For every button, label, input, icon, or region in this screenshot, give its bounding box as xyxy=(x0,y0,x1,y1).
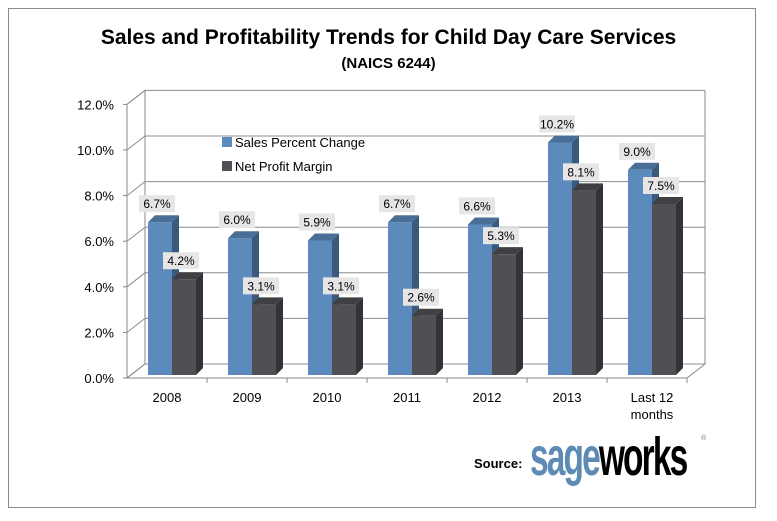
bar-net-profit-front xyxy=(412,315,436,375)
data-label-box xyxy=(539,115,575,133)
bar-side xyxy=(196,272,203,375)
x-tick-label: 2008 xyxy=(153,390,182,405)
chart-title: Sales and Profitability Trends for Child… xyxy=(100,26,677,49)
data-label-box xyxy=(643,177,679,194)
legend-swatch xyxy=(222,137,232,147)
data-label-box xyxy=(299,213,335,231)
data-label-box xyxy=(403,288,439,306)
bar-top xyxy=(228,231,259,239)
y-tick-label: 10.0% xyxy=(77,143,114,158)
bar-sales-front xyxy=(228,238,252,375)
data-label: 4.2% xyxy=(167,254,195,268)
bar-top xyxy=(172,272,203,280)
bar-net-profit-front xyxy=(252,304,276,375)
data-label: 2.6% xyxy=(407,291,435,305)
data-label: 6.0% xyxy=(223,213,251,227)
data-label-box xyxy=(323,277,359,295)
legend-label: Net Profit Margin xyxy=(235,159,333,174)
data-label-box xyxy=(139,195,175,213)
bar-top xyxy=(332,297,363,305)
data-label-box xyxy=(379,195,415,213)
gridline xyxy=(126,135,705,151)
data-label-box xyxy=(219,211,255,229)
x-tick-label: 2013 xyxy=(553,390,582,405)
sageworks-logo: sageworks xyxy=(530,427,688,487)
bar-sales-front xyxy=(548,142,572,375)
bar-net-profit-front xyxy=(172,279,196,375)
bar-sales-front xyxy=(468,224,492,375)
bar-net-profit-front xyxy=(492,254,516,375)
x-tick-label: 2010 xyxy=(313,390,342,405)
bar-side xyxy=(676,197,683,375)
data-label-box xyxy=(243,277,279,295)
bar-top xyxy=(548,135,579,143)
x-tick-label: 2012 xyxy=(473,390,502,405)
x-tick-label: 2011 xyxy=(393,390,421,405)
chart-frame xyxy=(8,8,756,508)
y-tick-label: 2.0% xyxy=(84,325,114,340)
bar-sales-front xyxy=(148,222,172,375)
gridline xyxy=(126,181,705,196)
bar-sales-front xyxy=(308,240,332,375)
bar-top xyxy=(308,233,339,241)
y-tick-label: 8.0% xyxy=(84,189,114,204)
data-label: 7.5% xyxy=(647,179,675,193)
bar-side xyxy=(436,308,443,375)
data-label: 6.6% xyxy=(463,200,491,214)
bar-side xyxy=(596,183,603,375)
bar-net-profit-front xyxy=(572,190,596,375)
y-tick-label: 6.0% xyxy=(84,234,114,249)
data-label: 6.7% xyxy=(143,197,171,211)
x-tick-label: 2009 xyxy=(233,390,262,405)
legend-swatch xyxy=(222,161,232,171)
y-tick-label: 12.0% xyxy=(77,97,114,112)
data-label: 5.9% xyxy=(303,215,331,229)
bar-top xyxy=(652,197,683,204)
data-label-box xyxy=(163,252,199,270)
bar-top xyxy=(572,183,603,191)
data-label-box xyxy=(563,163,599,181)
data-label: 3.1% xyxy=(247,279,275,293)
data-label-box xyxy=(459,197,495,215)
legend-label: Sales Percent Change xyxy=(235,135,365,150)
y-tick-label: 4.0% xyxy=(84,280,114,295)
bar-net-profit-front xyxy=(332,304,356,375)
bar-net-profit-front xyxy=(652,204,676,375)
bar-side xyxy=(356,297,363,375)
data-label: 8.1% xyxy=(567,165,595,179)
registered-mark: ® xyxy=(701,435,707,442)
data-label: 6.7% xyxy=(383,197,411,211)
bar-side xyxy=(516,247,523,375)
chart-subtitle: (NAICS 6244) xyxy=(341,55,436,72)
bar-top xyxy=(468,217,499,225)
data-label-box xyxy=(619,142,655,160)
y-tick-label: 0.0% xyxy=(84,371,114,386)
bar-top xyxy=(388,215,419,223)
x-tick-label-cont: months xyxy=(631,407,674,422)
bar-top xyxy=(628,162,659,170)
bar-top xyxy=(412,308,443,316)
data-label: 10.2% xyxy=(540,117,574,131)
data-label-box xyxy=(483,227,519,245)
data-label: 5.3% xyxy=(487,229,515,243)
bar-top xyxy=(252,297,283,305)
bar-sales-front xyxy=(628,169,652,375)
bar-side xyxy=(276,297,283,375)
data-label: 3.1% xyxy=(327,279,355,293)
bar-top xyxy=(492,247,523,255)
gridline xyxy=(126,89,705,105)
x-tick-label: Last 12 xyxy=(631,390,674,405)
data-label: 9.0% xyxy=(623,145,651,159)
source-label: Source: xyxy=(474,456,523,471)
bar-top xyxy=(148,215,179,223)
